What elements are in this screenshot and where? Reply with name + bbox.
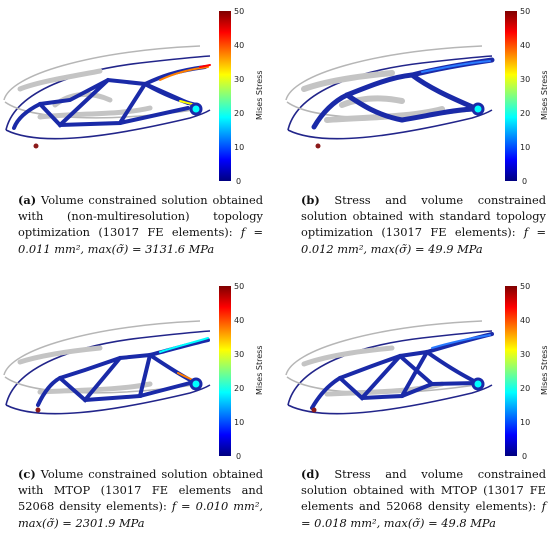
airfoil-outline — [287, 55, 493, 140]
svg-text:0: 0 — [522, 177, 527, 186]
support-point — [311, 407, 317, 413]
svg-text:0: 0 — [236, 452, 241, 461]
colorbar-d-title: Mises Stress — [540, 345, 549, 395]
structure-grey — [17, 345, 153, 395]
caption-c-formula: f = 0.010 mm², max(σ̃) = 2301.9 MPa — [18, 499, 264, 530]
load-point — [471, 102, 485, 116]
stress-band — [431, 334, 491, 349]
caption-a: (a) Volume constrained solution obtained… — [18, 192, 263, 257]
svg-text:20: 20 — [234, 384, 244, 393]
structure-blue — [36, 338, 210, 407]
svg-text:40: 40 — [234, 316, 244, 325]
caption-d-formula: f = 0.018 mm², max(σ̃) = 49.8 MPa — [301, 499, 546, 530]
svg-text:30: 30 — [520, 350, 530, 359]
colorbar-a — [219, 11, 231, 181]
airfoil-outline — [5, 330, 211, 415]
airfoil-outline — [287, 330, 493, 415]
stress-hotspots — [159, 64, 211, 106]
structure-grey — [301, 345, 445, 397]
svg-text:10: 10 — [520, 418, 530, 427]
caption-c: (c) Volume constrained solution obtained… — [18, 466, 263, 531]
load-point — [471, 377, 485, 391]
caption-d-text: Stress and volume constrained solution o… — [301, 467, 546, 514]
colorbar-b-ticks: 50 40 30 20 10 0 — [520, 7, 530, 186]
caption-c-text: Volume constrained solution obtained wit… — [18, 467, 263, 514]
load-point — [189, 102, 203, 116]
svg-text:0: 0 — [522, 452, 527, 461]
colorbar-d — [505, 286, 517, 456]
svg-text:40: 40 — [520, 41, 530, 50]
support-point — [315, 143, 321, 149]
panel-c-svg: 50 40 30 20 10 0 Mises Stress — [3, 282, 264, 461]
svg-text:50: 50 — [234, 7, 244, 16]
caption-a-formula: f = 0.011 mm², max(σ̃) = 3131.6 MPa — [18, 225, 263, 256]
caption-b-formula: f = 0.012 mm², max(σ̃) = 49.9 MPa — [301, 225, 546, 256]
panel-b-plot: 50 40 30 20 10 0 Mises Stress — [282, 5, 550, 186]
caption-d: (d) Stress and volume constrained soluti… — [301, 466, 546, 531]
colorbar-c-ticks: 50 40 30 20 10 0 — [234, 282, 244, 461]
colorbar-b-title: Mises Stress — [540, 70, 549, 120]
caption-b-tag: (b) — [301, 193, 320, 207]
panel-b-svg: 50 40 30 20 10 0 Mises Stress — [285, 7, 549, 186]
panel-d-plot: 50 40 30 20 10 0 Mises Stress — [282, 280, 550, 461]
caption-d-tag: (d) — [301, 467, 320, 481]
svg-text:20: 20 — [234, 109, 244, 118]
svg-text:20: 20 — [520, 109, 530, 118]
svg-text:10: 10 — [520, 143, 530, 152]
caption-b: (b) Stress and volume constrained soluti… — [301, 192, 546, 257]
panel-d-svg: 50 40 30 20 10 0 Mises Stress — [285, 282, 549, 461]
panel-c-plot: 50 40 30 20 10 0 Mises Stress — [0, 280, 270, 461]
panel-a-svg: 50 40 30 20 10 0 Mises Stress — [3, 7, 264, 186]
colorbar-c — [219, 286, 231, 456]
svg-text:0: 0 — [236, 177, 241, 186]
caption-a-tag: (a) — [18, 193, 37, 207]
svg-text:50: 50 — [234, 282, 244, 291]
colorbar-b — [505, 11, 517, 181]
caption-b-text: Stress and volume constrained solution o… — [301, 193, 546, 240]
colorbar-c-title: Mises Stress — [255, 345, 264, 395]
support-point — [35, 407, 41, 413]
svg-text:50: 50 — [520, 282, 530, 291]
colorbar-a-ticks: 50 40 30 20 10 0 — [234, 7, 244, 186]
svg-text:10: 10 — [234, 418, 244, 427]
panel-a-plot: 50 40 30 20 10 0 Mises Stress — [0, 5, 270, 186]
svg-text:40: 40 — [234, 41, 244, 50]
caption-a-text: Volume constrained solution obtained wit… — [18, 193, 264, 240]
airfoil-outline — [5, 55, 211, 140]
svg-text:40: 40 — [520, 316, 530, 325]
caption-c-tag: (c) — [18, 467, 36, 481]
colorbar-a-title: Mises Stress — [255, 70, 264, 120]
support-point — [33, 143, 39, 149]
load-point — [189, 377, 203, 391]
svg-text:30: 30 — [520, 75, 530, 84]
stress-band — [421, 60, 491, 73]
svg-text:20: 20 — [520, 384, 530, 393]
svg-text:30: 30 — [234, 350, 244, 359]
structure-blue — [310, 332, 494, 410]
svg-text:50: 50 — [520, 7, 530, 16]
svg-text:10: 10 — [234, 143, 244, 152]
colorbar-d-ticks: 50 40 30 20 10 0 — [520, 282, 530, 461]
svg-text:30: 30 — [234, 75, 244, 84]
